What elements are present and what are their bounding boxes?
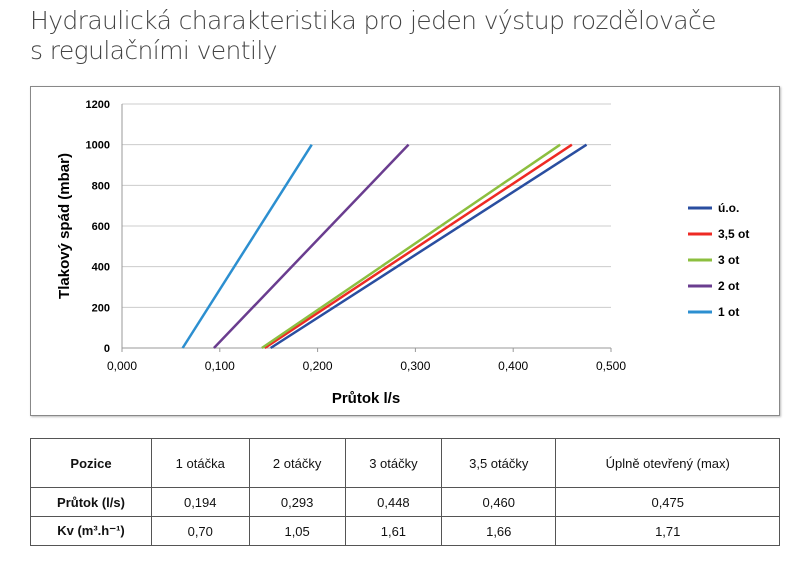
table-cell: 1,71 <box>555 516 780 546</box>
y-tick-label: 1200 <box>86 99 110 111</box>
table-cell: 0,460 <box>441 487 557 517</box>
table-cell: 1,05 <box>248 516 346 546</box>
y-axis-label: Tlakový spád (mbar) <box>56 153 73 299</box>
series-line-4 <box>181 143 313 349</box>
table-row: Průtok (l/s) 0,194 0,293 0,448 0,460 0,475 <box>30 487 780 517</box>
table-cell: 1,66 <box>441 516 557 546</box>
legend-label: 3,5 ot <box>718 227 749 241</box>
series-line-3 <box>213 143 410 349</box>
series-line-2 <box>261 143 561 350</box>
header-cell: Pozice <box>30 438 152 488</box>
row-label: Kv (m³.h⁻¹) <box>30 516 152 546</box>
row-label: Průtok (l/s) <box>30 487 152 517</box>
chart: 0 200 400 600 800 1000 1200 0,000 0,100 0,200 0,30… <box>56 99 749 407</box>
title-line-2: s regulačními ventily <box>30 36 277 65</box>
header-cell: 2 otáčky <box>248 438 346 488</box>
x-tick-label: 0,200 <box>303 359 333 373</box>
x-tick-label: 0,000 <box>107 359 137 373</box>
table-cell: 0,475 <box>555 487 780 517</box>
data-table: Pozice 1 otáčka 2 otáčky 3 otáčky 3,5 otáčky… <box>30 438 780 546</box>
y-tick-label: 400 <box>92 262 110 274</box>
legend-label: 3 ot <box>718 253 739 267</box>
y-tick-label: 800 <box>92 180 110 192</box>
x-tick-label: 0,300 <box>400 359 430 373</box>
table-header-row: Pozice 1 otáčka 2 otáčky 3 otáčky 3,5 otáčky… <box>30 438 780 488</box>
y-tick-label: 200 <box>92 302 110 314</box>
chart-frame <box>30 86 780 416</box>
y-tick-label: 600 <box>92 221 110 233</box>
table-cell: 0,448 <box>344 487 443 517</box>
table-cell: 0,194 <box>151 487 250 517</box>
legend-label: 2 ot <box>718 279 739 293</box>
legend-label: 1 ot <box>718 305 739 319</box>
table-cell: 0,293 <box>248 487 346 517</box>
x-tick-label: 0,100 <box>205 359 235 373</box>
page-title: Hydraulická charakteristika pro jeden vý… <box>30 6 716 66</box>
x-tick-label: 0,500 <box>596 359 626 373</box>
title-line-1: Hydraulická charakteristika pro jeden vý… <box>30 6 716 35</box>
table-row: Kv (m³.h⁻¹) 0,70 1,05 1,61 1,66 1,71 <box>30 516 780 546</box>
x-tick-label: 0,400 <box>498 359 528 373</box>
header-cell: 3 otáčky <box>344 438 443 488</box>
y-tick-label: 0 <box>104 343 110 355</box>
legend-label: ú.o. <box>718 201 739 215</box>
table-cell: 1,61 <box>344 516 443 546</box>
header-cell: 3,5 otáčky <box>441 438 557 488</box>
y-tick-label: 1000 <box>86 140 110 152</box>
series-line-1 <box>264 143 573 350</box>
series-line-0 <box>269 143 588 350</box>
header-cell: 1 otáčka <box>151 438 250 488</box>
table-cell: 0,70 <box>151 516 250 546</box>
x-axis-label: Průtok l/s <box>332 390 400 407</box>
header-cell: Úplně otevřený (max) <box>555 438 780 488</box>
